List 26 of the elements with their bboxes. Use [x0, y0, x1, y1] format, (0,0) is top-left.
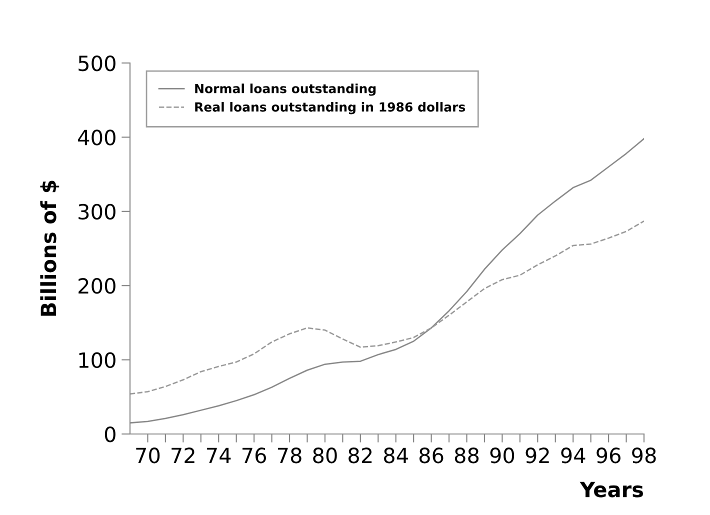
y-tick-label: 300 — [78, 204, 116, 220]
x-tick-label: 76 — [242, 448, 266, 464]
x-tick-label: 84 — [384, 448, 408, 464]
x-tick-label: 82 — [348, 448, 372, 464]
x-tick-label: 88 — [454, 448, 479, 464]
x-tick-label: 90 — [490, 448, 514, 464]
y-axis-title: Billions of $ — [40, 180, 60, 316]
x-tick-label: 74 — [207, 448, 231, 464]
x-tick-label: 70 — [136, 448, 160, 464]
x-tick-label: 96 — [596, 448, 620, 464]
x-tick-label: 86 — [419, 448, 444, 464]
y-tick-label: 200 — [78, 278, 116, 294]
y-tick-label: 100 — [79, 352, 116, 368]
x-tick-label: 98 — [632, 448, 656, 464]
line-series — [130, 220, 644, 395]
x-tick-label: 78 — [278, 448, 302, 464]
x-axis-title: Years — [580, 482, 644, 498]
y-tick-label: 500 — [78, 55, 116, 72]
legend-label: Real loans outstanding in 1986 dollars — [195, 102, 466, 114]
x-tick-label: 94 — [561, 448, 586, 464]
x-tick-label: 72 — [172, 448, 194, 464]
x-tick-label: 80 — [313, 448, 337, 464]
y-tick-label: 0 — [104, 426, 116, 442]
legend-label: Normal loans outstanding — [195, 84, 376, 96]
x-tick-label: 92 — [526, 448, 549, 464]
y-tick-label: 400 — [78, 130, 116, 146]
